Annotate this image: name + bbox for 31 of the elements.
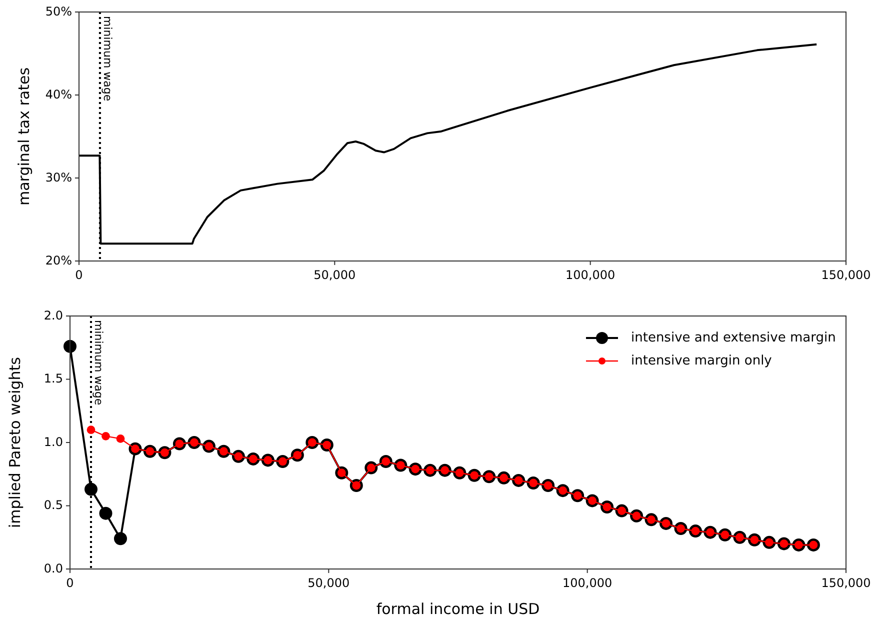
y-tick-label: 50%	[45, 4, 72, 18]
y-tick-label: 30%	[45, 170, 72, 184]
point	[86, 426, 96, 434]
x-tick-label: 100,000	[566, 268, 616, 282]
y-tick-label: 40%	[45, 87, 72, 102]
legend-label: intensive and extensive margin	[631, 330, 836, 346]
x-tick-label: 0	[75, 268, 83, 282]
x-tick-label: 150,000	[821, 576, 871, 590]
point	[114, 532, 127, 546]
y-tick-label: 2.0	[44, 308, 63, 322]
point	[64, 340, 76, 353]
y-tick-label: 1.0	[44, 434, 63, 449]
y-tick-label: 0.5	[44, 498, 63, 512]
x-tick-label: 50,000	[314, 268, 356, 282]
ref-line-label: minimum wage	[92, 320, 106, 406]
y-axis-title: implied Pareto weights	[6, 356, 24, 528]
x-tick-label: 150,000	[821, 268, 871, 282]
point	[102, 432, 110, 440]
legend-label: intensive margin only	[631, 354, 772, 369]
y-axis-title: marginal tax rates	[15, 67, 33, 206]
y-tick-label: 1.5	[44, 372, 63, 386]
point	[99, 506, 112, 520]
x-tick-label: 100,000	[562, 576, 612, 590]
y-tick-label: 20%	[45, 253, 72, 268]
x-tick-label: 50,000	[308, 576, 350, 590]
x-tick-label: 0	[66, 576, 74, 590]
point	[116, 434, 125, 443]
point	[84, 482, 98, 496]
ref-line-label: minimum wage	[100, 16, 114, 102]
x-axis-title: formal income in USD	[376, 600, 540, 618]
y-tick-label: 0.0	[44, 561, 63, 576]
